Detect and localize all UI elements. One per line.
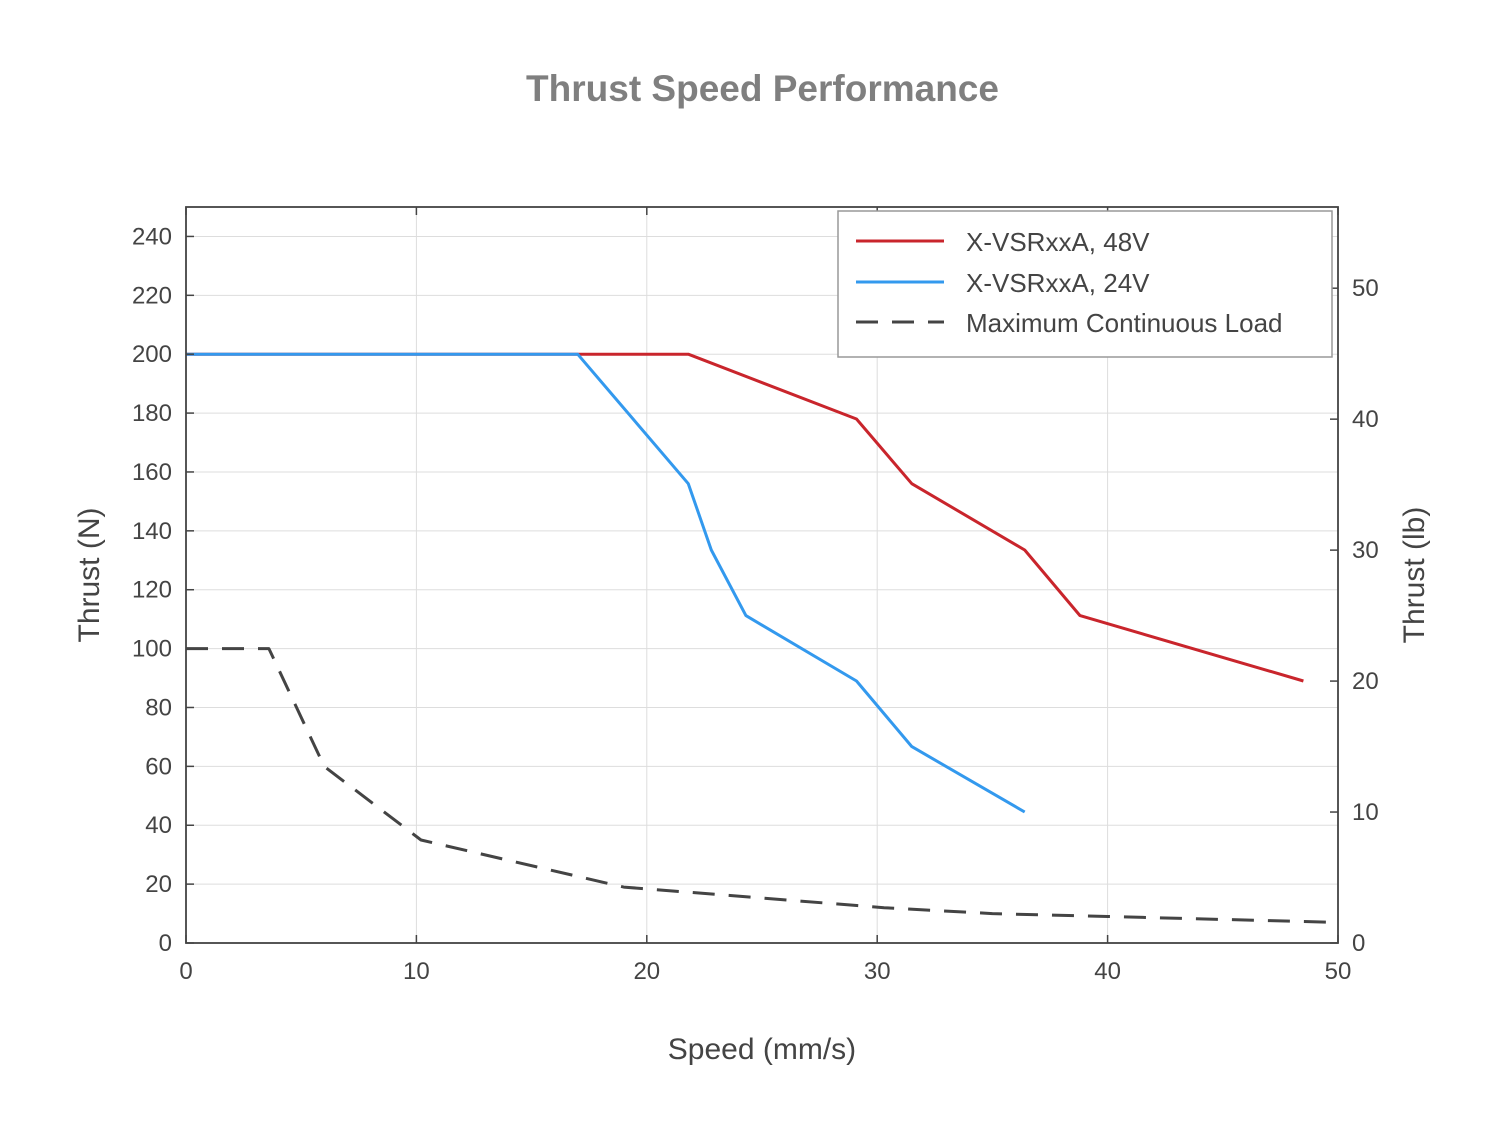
y-tick-label: 140 (132, 518, 172, 545)
y-tick-label: 20 (145, 871, 172, 898)
y-tick-label: 120 (132, 577, 172, 604)
x-axis-label: Speed (mm/s) (668, 1033, 856, 1066)
y-tick-label: 180 (132, 400, 172, 427)
y-tick-label: 40 (145, 812, 172, 839)
y2-axis-label: Thrust (lb) (1398, 507, 1431, 644)
y2-tick-label: 40 (1352, 406, 1379, 433)
series-line-max-load (186, 647, 1339, 924)
y-axis-label: Thrust (N) (73, 508, 106, 643)
y2-tick-label: 30 (1352, 537, 1379, 564)
x-tick-label: 30 (864, 958, 891, 985)
y2-tick-label: 10 (1352, 799, 1379, 826)
chart-title: Thrust Speed Performance (526, 68, 999, 109)
legend: X-VSRxxA, 48V X-VSRxxA, 24V Maximum Cont… (837, 210, 1333, 358)
series-line-48v (186, 352, 1304, 683)
y2-tick-label: 50 (1352, 275, 1379, 302)
y2-tick-label: 0 (1352, 930, 1365, 957)
y-tick-label: 60 (145, 753, 172, 780)
y-tick-label: 80 (145, 694, 172, 721)
y-tick-label: 240 (132, 223, 172, 250)
series-line-24v (186, 352, 1026, 814)
legend-label-24v: X-VSRxxA, 24V (966, 268, 1150, 298)
series-layer (186, 352, 1339, 924)
y-tick-label: 160 (132, 459, 172, 486)
x-tick-label: 10 (403, 958, 430, 985)
legend-box (837, 210, 1333, 358)
x-tick-label: 40 (1094, 958, 1121, 985)
y-tick-label: 200 (132, 341, 172, 368)
x-tick-label: 50 (1325, 958, 1352, 985)
x-tick-label: 0 (179, 958, 192, 985)
legend-label-max-load: Maximum Continuous Load (966, 308, 1283, 338)
tick-labels: 0 10 20 30 40 5002040608010012014016018020022… (132, 223, 1379, 985)
y-tick-label: 0 (159, 930, 172, 957)
legend-label-48v: X-VSRxxA, 48V (966, 227, 1150, 257)
x-tick-label: 20 (633, 958, 660, 985)
y-tick-label: 100 (132, 636, 172, 663)
y-tick-label: 220 (132, 282, 172, 309)
y2-tick-label: 20 (1352, 668, 1379, 695)
plot-frame (185, 206, 1339, 944)
